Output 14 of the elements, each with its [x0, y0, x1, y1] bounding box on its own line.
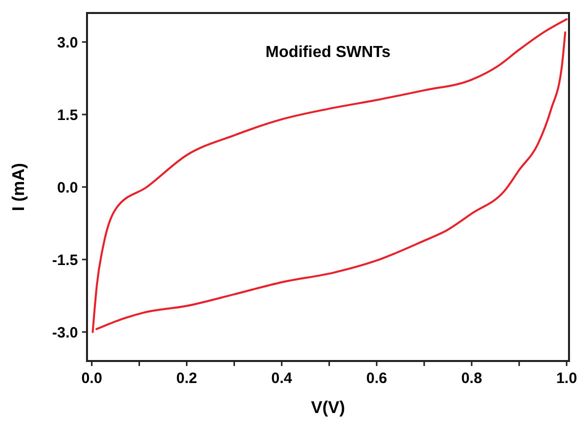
y-tick-label: 0.0	[57, 179, 78, 196]
x-tick-label: 0.0	[81, 370, 102, 387]
x-axis-title: V(V)	[311, 398, 345, 417]
x-tick-label: 0.6	[366, 370, 388, 387]
y-tick-label: 1.5	[57, 106, 78, 124]
y-tick-label: -1.5	[52, 252, 78, 269]
x-tick-label: 0.4	[271, 370, 293, 387]
y-tick-label: -3.0	[52, 324, 78, 342]
text: Modified SWNTs	[265, 44, 391, 61]
x-tick-label: 1.0	[556, 370, 578, 387]
x-tick-label: 0.8	[461, 370, 482, 387]
x-tick-label: 0.2	[176, 370, 198, 387]
y-tick-label: 3.0	[57, 34, 78, 52]
y-axis-title: I (mA)	[9, 162, 28, 212]
